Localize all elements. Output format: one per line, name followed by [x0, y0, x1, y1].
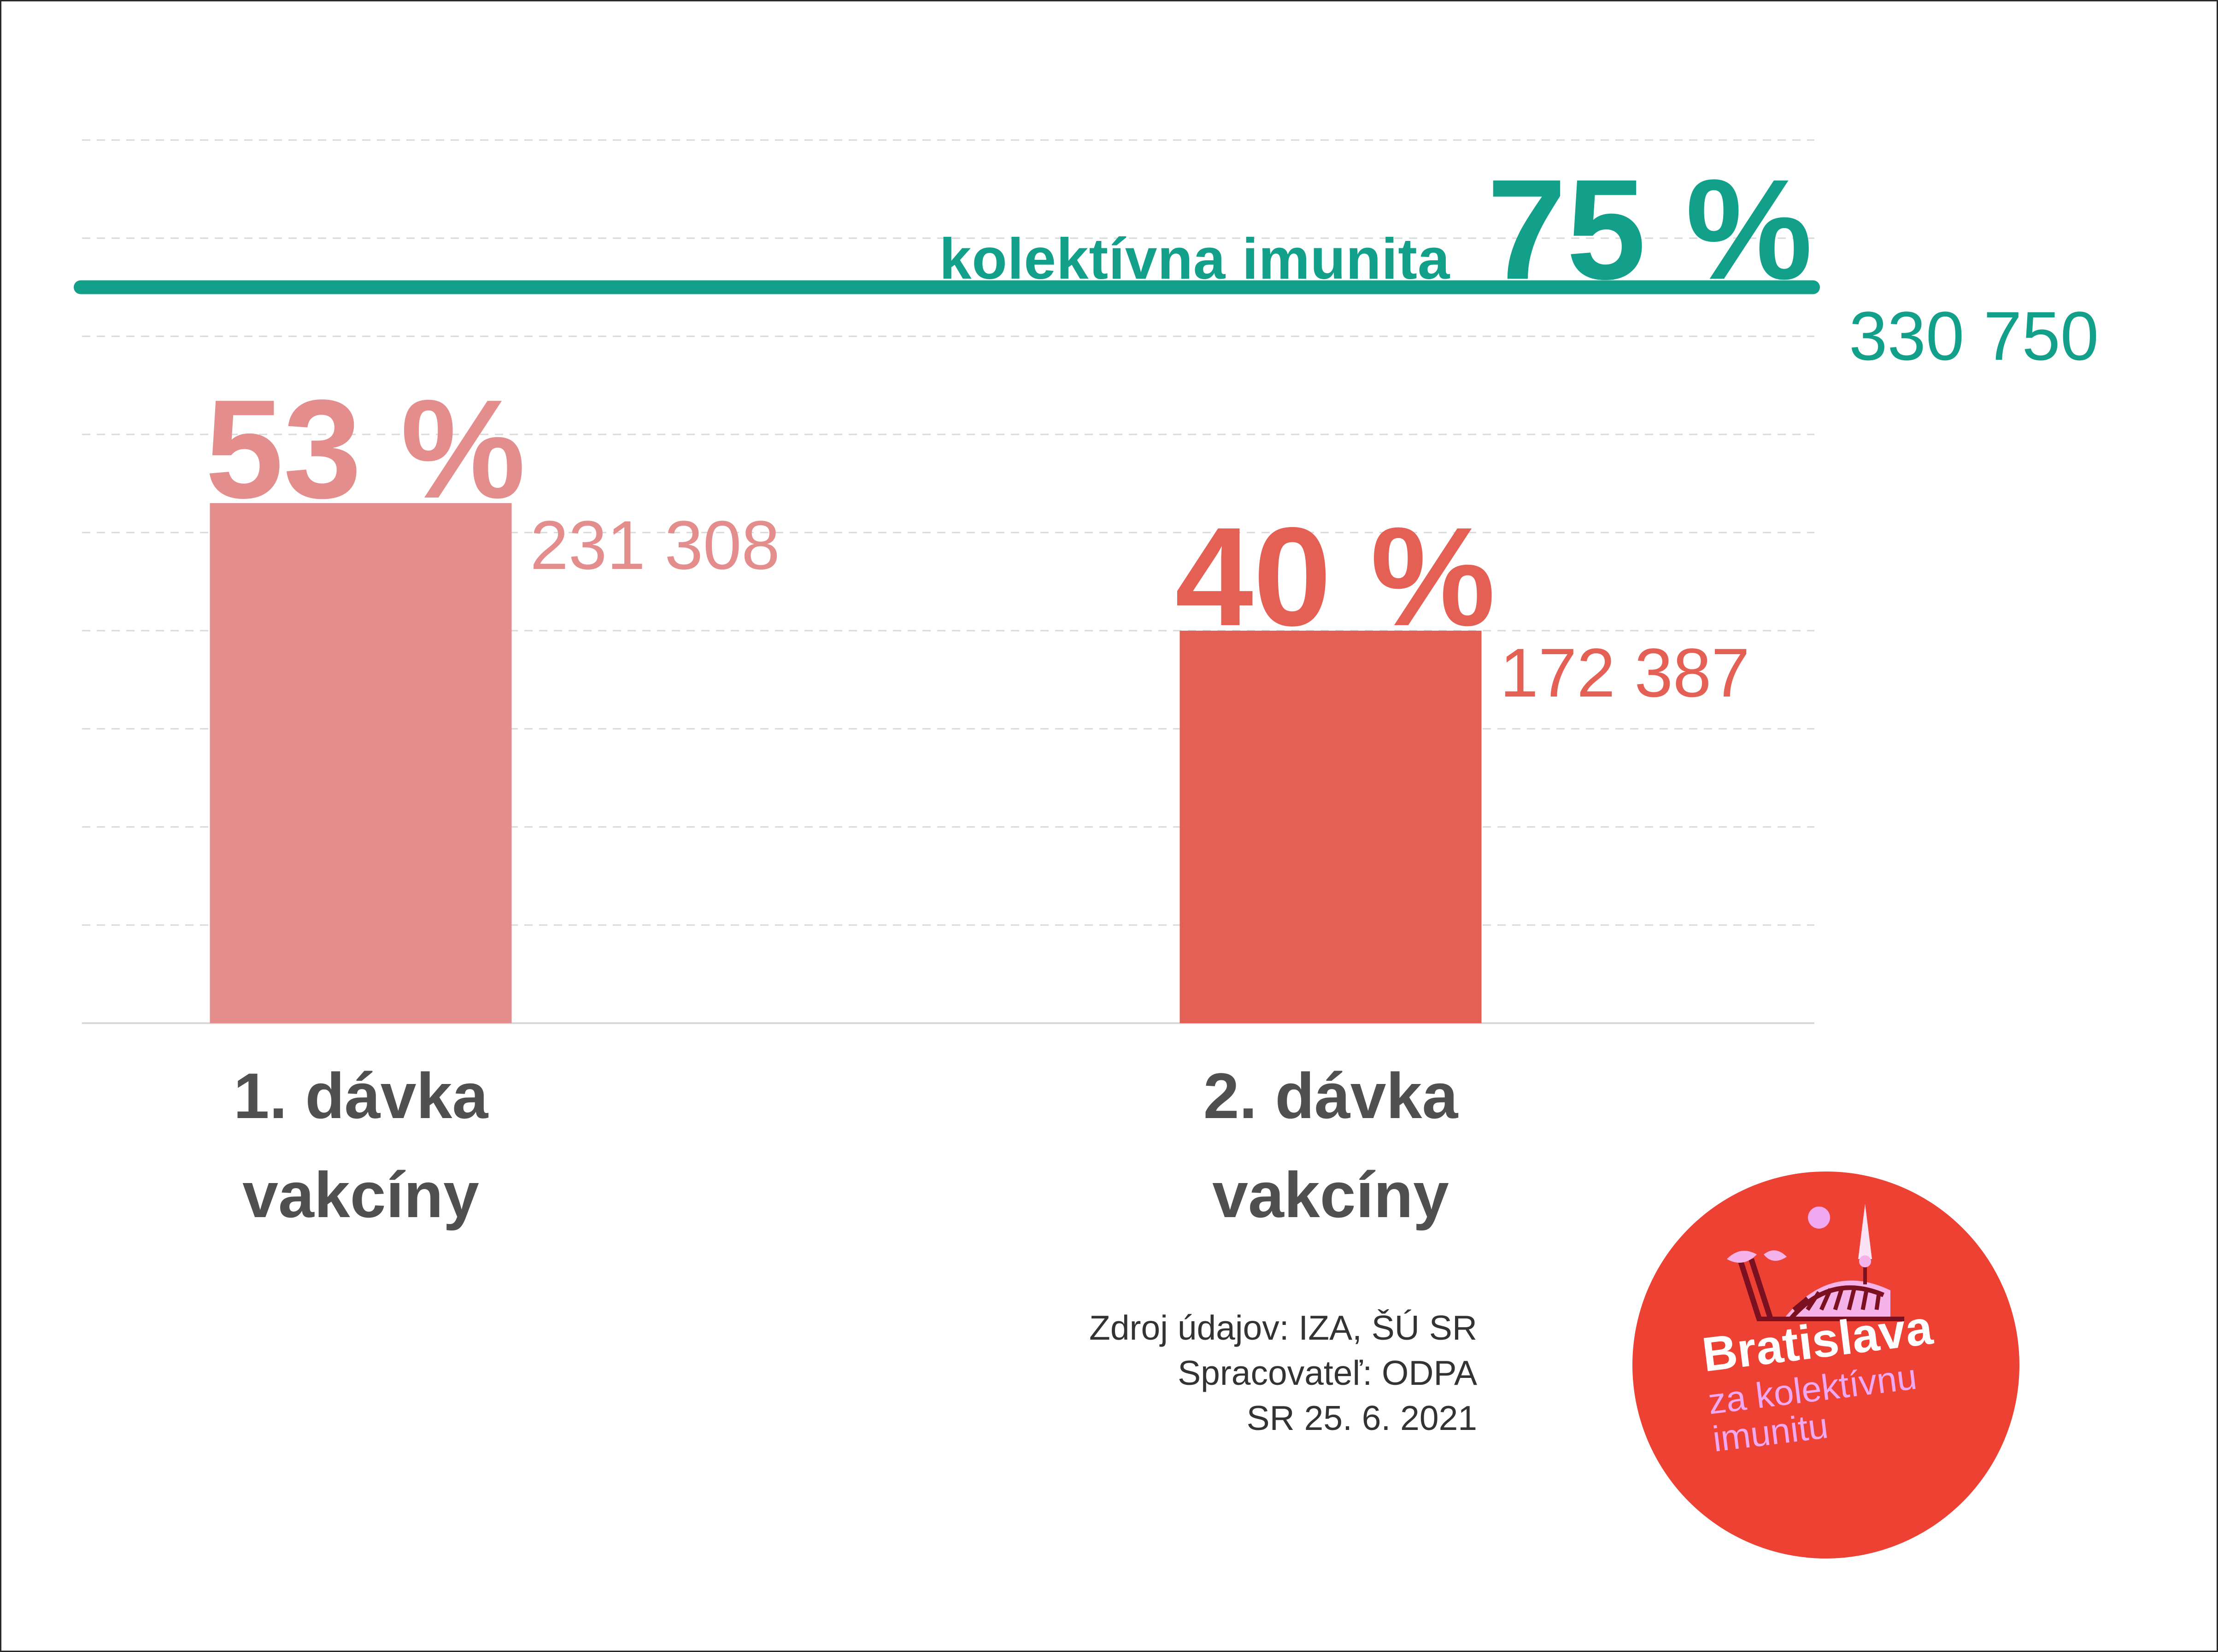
date-line: SR 25. 6. 2021	[1246, 1399, 1477, 1437]
target-label: kolektívna imunita	[939, 227, 1450, 291]
target-value-label: 75 %	[1487, 149, 1813, 309]
target-heading: kolektívna imunita 75 %	[939, 158, 1813, 301]
category-label: 1. dávka vakcíny	[234, 1046, 488, 1244]
bar-value-label: 40 %	[1175, 498, 1496, 655]
bar-dose-2	[1179, 631, 1482, 1023]
bar-count-label: 231 308	[530, 506, 780, 584]
source-note: Zdroj údajov: IZA, ŠÚ SR Spracovateľ: OD…	[1089, 1305, 1477, 1441]
bar-value-label: 53 %	[205, 370, 526, 528]
category-label-line: vakcíny	[242, 1159, 479, 1231]
category-label-line: 1. dávka	[233, 1060, 488, 1132]
source-line: Zdroj údajov: IZA, ŠÚ SR	[1089, 1308, 1477, 1347]
bar-dose-1	[210, 503, 512, 1023]
logo-emblem	[1632, 1172, 2019, 1558]
author-line: Spracovateľ: ODPA	[1178, 1353, 1477, 1392]
bar-count-label: 172 387	[1500, 634, 1750, 711]
bratislava-logo: Bratislava za kolektívnu imunitu	[1632, 1172, 2019, 1558]
category-label-line: 2. dávka	[1203, 1060, 1458, 1132]
category-label-line: vakcíny	[1212, 1159, 1449, 1231]
category-label: 2. dávka vakcíny	[1203, 1046, 1458, 1244]
logo-text: Bratislava za kolektívnu imunitu	[1699, 1300, 1945, 1459]
target-count: 330 750	[1849, 297, 2099, 375]
